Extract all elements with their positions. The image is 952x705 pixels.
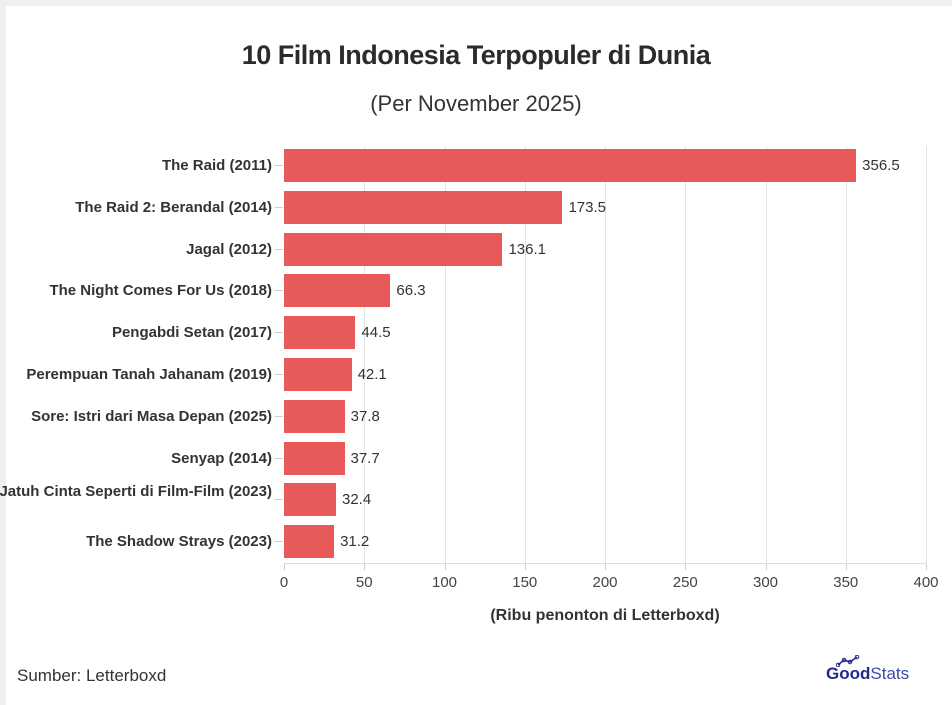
chart-card <box>6 6 952 705</box>
x-tick-mark <box>364 564 366 570</box>
x-tick-label: 50 <box>355 574 373 591</box>
x-tick-label: 350 <box>833 574 859 591</box>
bar-value-label: 37.7 <box>350 449 380 467</box>
x-tick-mark <box>284 564 285 570</box>
x-tick-label: 150 <box>512 574 538 591</box>
y-tick-mark <box>275 206 283 208</box>
bar <box>284 149 857 182</box>
bar-value-label: 356.5 <box>862 157 900 174</box>
bar-value-label: 42.1 <box>357 366 387 383</box>
x-tick-mark <box>524 564 526 570</box>
bar-value-label: 173.5 <box>568 198 606 216</box>
x-tick-mark <box>444 564 446 570</box>
bar <box>284 358 352 391</box>
source-note: Sumber: Letterboxd <box>17 666 167 685</box>
logo-bold-text: Good <box>826 664 871 683</box>
bar-value-label: 66.3 <box>396 282 426 300</box>
gridline <box>444 146 446 564</box>
category-label: Pengabdi Setan (2017) <box>111 324 272 342</box>
y-tick-mark <box>275 374 283 375</box>
category-label: The Raid 2: Berandal (2014) <box>75 198 272 216</box>
category-label: Perempuan Tanah Jahanam (2019) <box>26 366 272 383</box>
chart-subtitle: (Per November 2025) <box>370 91 582 116</box>
bar <box>284 316 356 350</box>
y-tick-mark <box>275 290 283 292</box>
gridline <box>685 146 687 564</box>
y-tick-mark <box>275 499 283 501</box>
category-label: Senyap (2014) <box>171 449 272 467</box>
gridline <box>926 146 927 564</box>
x-tick-label: 200 <box>592 574 618 591</box>
y-tick-mark <box>275 415 283 417</box>
bar <box>284 274 391 308</box>
category-label: The Shadow Strays (2023) <box>86 533 272 551</box>
goodstats-logo: GoodStats <box>826 655 910 684</box>
bar-value-label: 37.8 <box>350 407 380 425</box>
x-tick-mark <box>845 564 847 570</box>
category-label: Sore: Istri dari Masa Depan (2025) <box>31 407 272 425</box>
category-label: The Night Comes For Us (2018) <box>49 282 272 300</box>
bar <box>284 483 336 517</box>
bar-value-label: 44.5 <box>361 324 391 342</box>
x-tick-mark <box>605 564 606 570</box>
gridline <box>605 146 606 564</box>
x-tick-mark <box>765 564 767 570</box>
gridline <box>364 146 366 564</box>
x-tick-mark <box>685 564 687 570</box>
y-tick-mark <box>275 165 283 166</box>
gridline <box>845 146 847 564</box>
x-tick-label: 0 <box>279 574 289 591</box>
gridline <box>524 146 526 564</box>
logo-light-text: Stats <box>870 664 910 683</box>
plot-area: 356.5 173.5 136.1 66.3 44.5 42.1 37.8 37.7 32.4 3… <box>284 146 927 564</box>
y-tick-mark <box>275 248 283 250</box>
bar <box>284 441 345 475</box>
category-label: Jatuh Cinta Seperti di Film-Film (2023) <box>0 483 272 501</box>
y-tick-mark <box>275 332 283 334</box>
bar-value-label: 32.4 <box>342 491 372 509</box>
x-tick-label: 100 <box>431 574 458 591</box>
x-tick-label: 250 <box>672 574 698 591</box>
y-tick-mark <box>275 457 283 459</box>
bar-value-label: 31.2 <box>340 533 370 551</box>
x-axis-label: (Ribu penonton di Letterboxd) <box>490 607 720 624</box>
trend-line-icon <box>836 655 860 667</box>
category-label: Jagal (2012) <box>186 240 272 258</box>
x-tick-label: 300 <box>752 574 779 591</box>
bar-value-label: 136.1 <box>508 240 546 258</box>
bar <box>284 525 335 559</box>
chart-title: 10 Film Indonesia Terpopuler di Dunia <box>241 40 711 70</box>
bar <box>284 232 503 266</box>
y-tick-mark <box>275 541 283 543</box>
gridline <box>765 146 767 564</box>
bar <box>284 399 345 433</box>
bar <box>284 190 563 224</box>
x-tick-mark <box>926 564 927 570</box>
category-label: The Raid (2011) <box>161 157 272 174</box>
x-tick-label: 400 <box>913 574 939 591</box>
